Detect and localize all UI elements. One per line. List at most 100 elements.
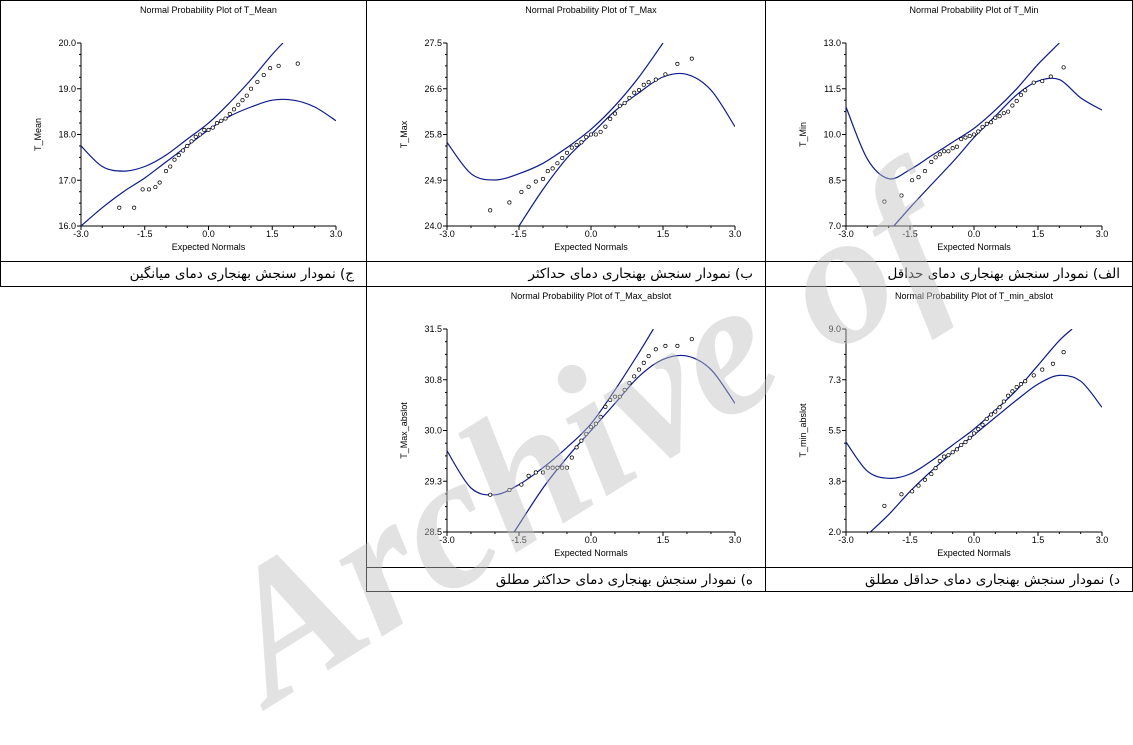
data-point (1031, 80, 1036, 85)
data-point (223, 116, 228, 121)
data-point (1018, 382, 1023, 387)
x-tick-label: -3.0 (439, 535, 455, 545)
data-point (507, 200, 512, 205)
data-point (942, 454, 947, 459)
data-point (1050, 361, 1055, 366)
data-point (976, 427, 981, 432)
data-point (946, 453, 951, 458)
x-tick-label: -3.0 (838, 535, 854, 545)
plot-area (447, 43, 735, 226)
data-point (608, 398, 613, 403)
data-point (675, 61, 680, 66)
data-point (632, 374, 637, 379)
data-point (545, 465, 550, 470)
data-point (1040, 79, 1045, 84)
y-tick-label: 28.5 (424, 527, 442, 537)
data-point (560, 155, 565, 161)
data-point (1040, 367, 1045, 372)
table-top-border (0, 0, 1133, 1)
data-point (959, 442, 964, 448)
y-tick-label: 10.0 (823, 130, 841, 140)
data-point (185, 143, 190, 148)
data-point (1061, 350, 1066, 355)
data-point (632, 90, 637, 95)
data-point (593, 421, 598, 426)
data-point (1001, 399, 1006, 404)
confidence-band-upper (81, 43, 284, 172)
data-point (922, 477, 927, 482)
y-axis-label: T_Mean (33, 118, 43, 151)
data-point (916, 175, 921, 180)
data-point (519, 189, 524, 195)
data-point (176, 153, 181, 158)
caption-row-1-bottom-border (0, 286, 1133, 287)
data-point (219, 118, 224, 123)
x-tick-label: -1.5 (511, 229, 527, 239)
data-point (603, 404, 608, 409)
data-point (1010, 389, 1015, 394)
data-point (588, 425, 594, 430)
data-point (937, 458, 942, 464)
data-point (882, 503, 887, 508)
data-point (646, 80, 651, 85)
data-point (954, 447, 959, 452)
caption-row-2-top-border (367, 567, 1133, 568)
chart-t-mean: Normal Probability Plot of T_Mean 16.0 17.… (33, 5, 343, 252)
data-point (603, 124, 608, 129)
data-point (1006, 109, 1011, 114)
data-point (984, 416, 989, 421)
caption-row-1-top-border (0, 261, 1133, 262)
plot-area (81, 43, 336, 226)
data-point (255, 79, 260, 84)
column-divider-2 (765, 0, 766, 592)
data-point (550, 465, 555, 470)
data-point (641, 82, 646, 87)
data-point (248, 86, 254, 91)
data-point (959, 137, 964, 142)
x-tick-label: -3.0 (73, 229, 89, 239)
confidence-band-lower (846, 43, 1060, 180)
data-point (1001, 111, 1006, 116)
data-point (989, 412, 994, 417)
x-tick-label: -1.5 (137, 229, 153, 239)
data-point (967, 435, 972, 440)
data-point (1018, 92, 1023, 97)
data-point (950, 146, 955, 151)
x-tick-label: 1.5 (1032, 535, 1045, 545)
chart-title: Normal Probability Plot of T_min_abslot (895, 291, 1053, 301)
data-point (545, 169, 550, 174)
data-point (997, 114, 1002, 119)
x-axis-label: Expected Normals (172, 242, 246, 252)
x-tick-label: 1.5 (657, 535, 670, 545)
data-point (612, 394, 618, 399)
data-point (627, 95, 632, 100)
x-tick-label: 0.0 (585, 535, 598, 545)
data-point (507, 487, 512, 493)
chart-t-min-abslot: Normal Probability Plot of T_min_abslot 2… (798, 291, 1108, 558)
data-point (540, 176, 546, 181)
data-point (180, 148, 186, 153)
y-axis-label: T_Min (798, 122, 808, 147)
table-left-border (0, 0, 1, 287)
data-point (574, 445, 579, 450)
confidence-band-lower (518, 72, 735, 226)
x-tick-label: 3.0 (330, 229, 343, 239)
data-point (564, 465, 570, 470)
x-tick-label: 3.0 (729, 535, 742, 545)
data-point (946, 149, 951, 154)
data-point (555, 161, 560, 166)
y-tick-label: 30.0 (424, 426, 442, 436)
y-tick-label: 7.0 (828, 221, 841, 231)
data-point (1014, 384, 1019, 390)
data-point (526, 184, 531, 189)
y-tick-label: 18.0 (58, 130, 76, 140)
y-tick-label: 5.5 (828, 426, 841, 436)
caption-t-mean: ج) نمودار سنجش بهنجاری دمای میانگین (129, 266, 354, 282)
data-point (882, 199, 887, 204)
data-point (1048, 74, 1053, 79)
data-point (153, 185, 158, 190)
data-point (1031, 373, 1036, 378)
caption-t-max-abslot: ه) نمودار سنجش بهنجاری دمای حداکثر مطلق (495, 572, 753, 588)
data-point (653, 347, 658, 352)
data-point (942, 149, 947, 154)
